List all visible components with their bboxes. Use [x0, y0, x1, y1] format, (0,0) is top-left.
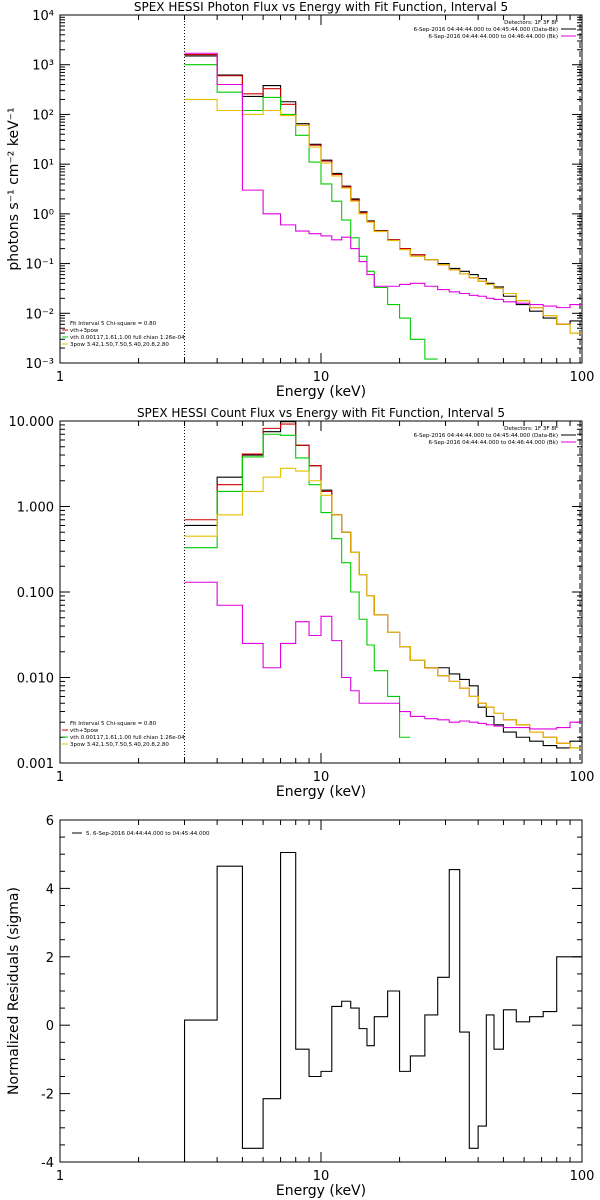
y-axis-label: Normalized Residuals (sigma)	[6, 887, 22, 1095]
y-tick-label: 0.010	[17, 672, 54, 687]
y-tick-label: 10²	[32, 108, 54, 123]
plot-frame	[59, 420, 583, 764]
legend-text: Fit Interval 5 Chi-square = 0.80	[70, 721, 157, 727]
panel-2: 1 10 100 0.001 0.010 0.100 1.000 10.000 SPEX HES…	[9, 406, 595, 800]
x-axis-label: Energy (keV)	[276, 384, 366, 400]
legend-text: vth+3pow	[70, 728, 99, 734]
y-tick-label: 0.001	[17, 757, 54, 772]
series-line-5-6-sep-2016-04-44-44-000-to-04-45-44-000	[183, 851, 582, 1162]
y-tick-label: 4	[46, 882, 54, 897]
legend-text: 6-Sep-2016 04:44:44.000 to 04:46:44.000 …	[429, 34, 559, 40]
chart-title: SPEX HESSI Count Flux vs Energy with Fit…	[137, 406, 505, 420]
panel-1: 1 10 100 10⁻³ 10⁻² 10⁻¹ 10⁰ 10¹ 10² 10³ 10⁴ SPEX HE…	[6, 0, 594, 400]
legend-text: Detectors: 1F 3F 8F	[504, 20, 558, 26]
plot-frame	[59, 819, 583, 1163]
y-tick-label: 10.000	[9, 415, 55, 430]
legend-text: 6-Sep-2016 04:44:44.000 to 04:45:44.000 …	[414, 27, 558, 33]
series-line-vth	[184, 433, 411, 738]
series-line-data	[184, 421, 582, 749]
series-line-vth	[184, 64, 438, 360]
x-tick-label: 10	[313, 370, 330, 385]
y-tick-label: 10⁻¹	[25, 258, 54, 273]
legend-text: 3pow 3.42,1.50,7.50,5.40,20.8,2.80	[70, 742, 169, 748]
legend-text: Detectors: 1F 3F 8F	[504, 426, 558, 432]
series-line-3pow	[184, 467, 582, 749]
y-tick-label: -2	[41, 1088, 54, 1103]
legend-text: 6-Sep-2016 04:44:44.000 to 04:45:44.000 …	[414, 433, 558, 439]
series-line-background	[184, 52, 582, 309]
y-tick-label: 10⁰	[32, 208, 54, 223]
x-axis-label: Energy (keV)	[276, 784, 366, 800]
y-tick-label: 10⁻³	[25, 357, 54, 372]
x-axis-label: Energy (keV)	[276, 1183, 366, 1199]
y-tick-label: 6	[46, 814, 54, 829]
x-tick-label: 10	[313, 770, 330, 785]
y-tick-label: 1.000	[17, 501, 54, 516]
x-tick-label: 100	[570, 770, 595, 785]
legend-text: vth 0.00117,1.61,1.00 full chian 1.26e-0…	[70, 335, 185, 341]
y-tick-label: 10⁻²	[25, 307, 54, 322]
x-tick-label: 1	[56, 1169, 64, 1184]
legend-text: 5. 6-Sep-2016 04:44:44.000 to 04:45:44.0…	[86, 831, 210, 837]
x-tick-label: 1	[56, 770, 64, 785]
legend-text: 6-Sep-2016 04:44:44.000 to 04:46:44.000 …	[429, 440, 559, 446]
series-line-3pow	[184, 98, 582, 334]
chart-title: SPEX HESSI Photon Flux vs Energy with Fi…	[134, 0, 508, 14]
legend-text: vth+3pow	[70, 328, 99, 334]
y-tick-label: 0.100	[17, 586, 54, 601]
x-tick-label: 100	[570, 370, 595, 385]
y-tick-label: 10⁴	[32, 9, 54, 24]
panel-3: 1 10 100 -4 -2 0 2 4 6 Energy (keV) Normalized Res…	[6, 814, 594, 1199]
y-tick-label: 10¹	[32, 158, 54, 173]
y-axis-label: photons s⁻¹ cm⁻² keV⁻¹	[6, 107, 22, 270]
legend-text: Fit Interval 5 Chi-square = 0.80	[70, 321, 157, 327]
y-tick-label: 10³	[32, 59, 54, 74]
x-tick-label: 10	[313, 1169, 330, 1184]
series-line-vth-3pow	[184, 423, 582, 749]
plot-frame	[59, 14, 583, 364]
legend-text: 3pow 3.42,1.50,7.50,5.40,20.8,2.80	[70, 342, 169, 348]
y-tick-label: -4	[41, 1156, 54, 1171]
x-tick-label: 100	[570, 1169, 595, 1184]
legend-text: vth 0.00117,1.61,1.00 full chian 1.26e-0…	[70, 735, 185, 741]
y-tick-label: 0	[46, 1019, 54, 1034]
x-tick-label: 1	[56, 370, 64, 385]
y-tick-label: 2	[46, 951, 54, 966]
series-line-background	[184, 581, 582, 730]
